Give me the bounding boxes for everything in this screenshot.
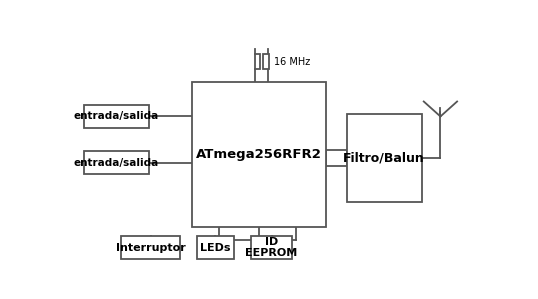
Text: entrada/salida: entrada/salida [74, 158, 159, 167]
Text: entrada/salida: entrada/salida [74, 112, 159, 121]
Text: LEDs: LEDs [200, 243, 230, 253]
Text: Interruptor: Interruptor [116, 243, 186, 253]
Bar [264, 54, 269, 69]
Text: Filtro/Balun: Filtro/Balun [343, 151, 425, 164]
Bar [192, 82, 326, 227]
Text: ID
EEPROM: ID EEPROM [245, 237, 298, 259]
Text: 16 MHz: 16 MHz [274, 57, 310, 67]
Bar [251, 236, 293, 259]
Text: ATmega256RFR2: ATmega256RFR2 [196, 148, 322, 161]
Bar [84, 105, 148, 128]
Bar [254, 54, 260, 69]
Bar [196, 236, 234, 259]
Bar [346, 114, 422, 202]
Bar [84, 151, 148, 174]
Bar [122, 236, 180, 259]
